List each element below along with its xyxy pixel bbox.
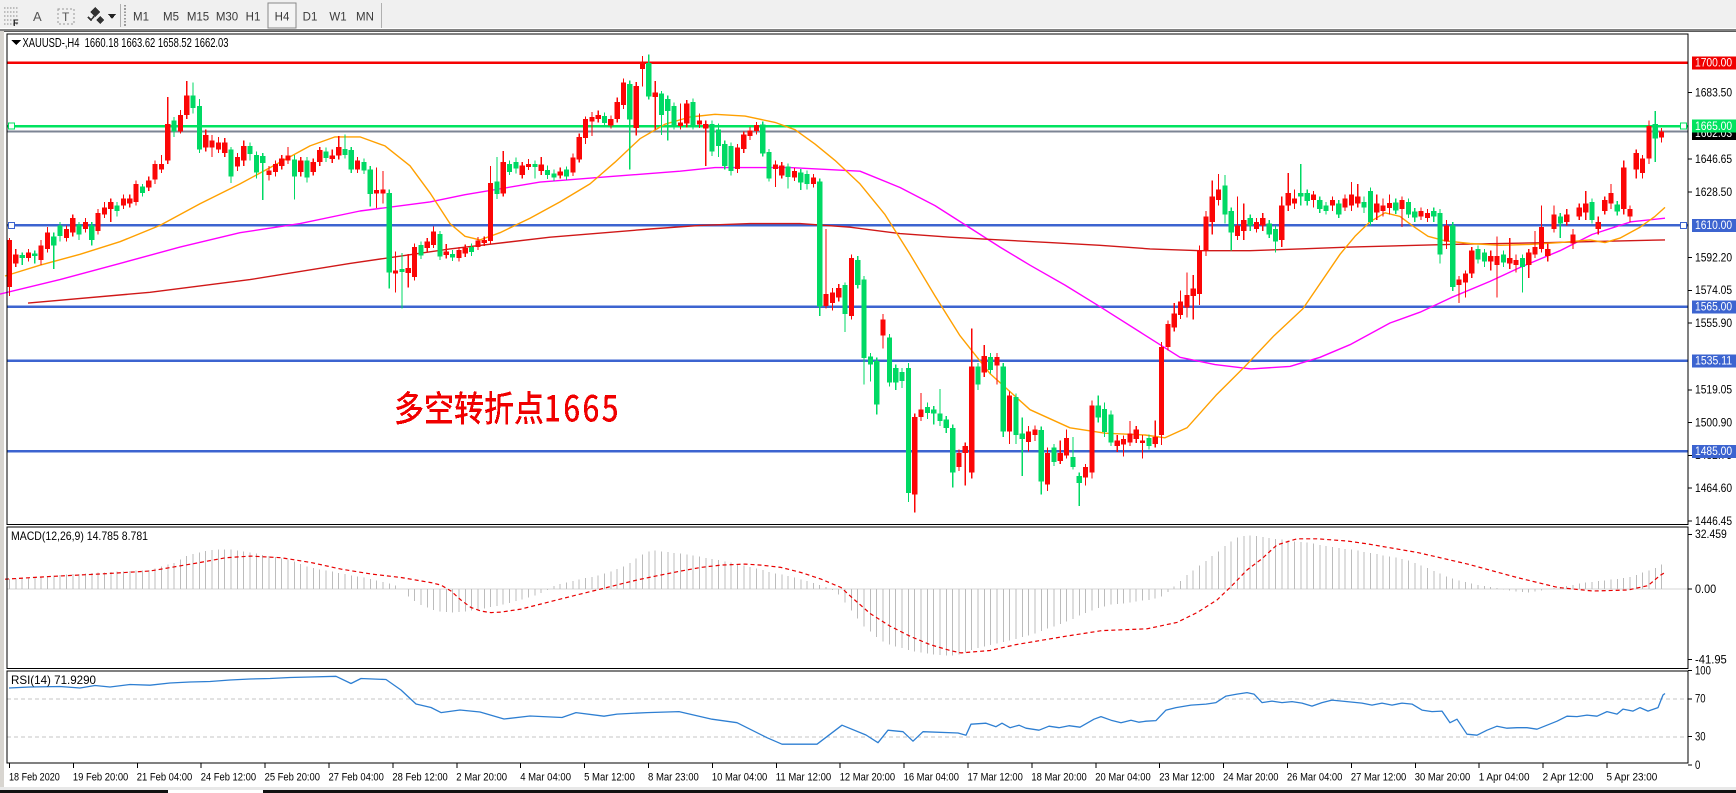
svg-text:T: T: [62, 10, 70, 24]
svg-text:XAUUSD-,H4 1660.18 1663.62 16: XAUUSD-,H4 1660.18 1663.62 1658.52 1662.…: [23, 36, 229, 50]
svg-text:100: 100: [1695, 665, 1711, 677]
svg-text:1535.11: 1535.11: [1695, 356, 1732, 368]
svg-text:M1: M1: [133, 12, 149, 24]
svg-text:1464.60: 1464.60: [1695, 483, 1732, 495]
svg-text:18 Mar 20:00: 18 Mar 20:00: [1031, 772, 1086, 784]
svg-text:23 Mar 12:00: 23 Mar 12:00: [1159, 772, 1214, 784]
svg-text:M5: M5: [163, 12, 179, 24]
svg-text:2 Mar 20:00: 2 Mar 20:00: [456, 772, 507, 784]
svg-text:1700.00: 1700.00: [1695, 58, 1732, 70]
svg-text:0: 0: [1695, 760, 1700, 772]
svg-text:1565.00: 1565.00: [1695, 302, 1732, 314]
svg-text:H1: H1: [246, 12, 261, 24]
svg-text:0.00: 0.00: [1695, 584, 1716, 596]
svg-text:M30: M30: [216, 12, 238, 24]
svg-text:1485.00: 1485.00: [1695, 446, 1732, 458]
svg-text:MACD(12,26,9) 14.785 8.781: MACD(12,26,9) 14.785 8.781: [11, 529, 148, 543]
svg-text:D1: D1: [303, 12, 318, 24]
svg-text:4 Mar 04:00: 4 Mar 04:00: [520, 772, 571, 784]
svg-text:1610.00: 1610.00: [1695, 220, 1732, 232]
svg-text:26 Mar 04:00: 26 Mar 04:00: [1287, 772, 1342, 784]
svg-text:24 Feb 12:00: 24 Feb 12:00: [201, 772, 256, 784]
svg-text:1500.90: 1500.90: [1695, 417, 1732, 429]
svg-text:-41.95: -41.95: [1695, 655, 1727, 667]
svg-text:21 Feb 04:00: 21 Feb 04:00: [137, 772, 192, 784]
svg-text:16 Mar 04:00: 16 Mar 04:00: [904, 772, 959, 784]
svg-text:1555.90: 1555.90: [1695, 318, 1732, 330]
svg-text:20 Mar 04:00: 20 Mar 04:00: [1095, 772, 1150, 784]
svg-text:F: F: [13, 18, 19, 28]
svg-text:5 Apr 23:00: 5 Apr 23:00: [1607, 772, 1658, 784]
svg-text:1446.45: 1446.45: [1695, 516, 1732, 528]
svg-text:W1: W1: [329, 12, 346, 24]
svg-text:28 Feb 12:00: 28 Feb 12:00: [392, 772, 447, 784]
svg-text:27 Feb 04:00: 27 Feb 04:00: [329, 772, 384, 784]
svg-text:24 Mar 20:00: 24 Mar 20:00: [1223, 772, 1278, 784]
svg-text:M15: M15: [187, 12, 209, 24]
svg-text:MN: MN: [356, 12, 374, 24]
svg-text:25 Feb 20:00: 25 Feb 20:00: [265, 772, 320, 784]
svg-text:1 Apr 04:00: 1 Apr 04:00: [1479, 772, 1530, 784]
svg-text:30 Mar 20:00: 30 Mar 20:00: [1415, 772, 1470, 784]
svg-text:1646.65: 1646.65: [1695, 154, 1732, 166]
svg-text:19 Feb 20:00: 19 Feb 20:00: [73, 772, 128, 784]
svg-text:11 Mar 12:00: 11 Mar 12:00: [776, 772, 831, 784]
svg-text:1665.00: 1665.00: [1695, 121, 1732, 133]
svg-text:H4: H4: [275, 12, 290, 24]
svg-text:18 Feb 2020: 18 Feb 2020: [9, 772, 60, 784]
svg-text:1574.05: 1574.05: [1695, 285, 1732, 297]
svg-text:2 Apr 12:00: 2 Apr 12:00: [1543, 772, 1594, 784]
svg-text:32.459: 32.459: [1695, 529, 1727, 541]
svg-text:70: 70: [1695, 694, 1706, 706]
svg-text:1519.05: 1519.05: [1695, 385, 1732, 397]
svg-text:17 Mar 12:00: 17 Mar 12:00: [968, 772, 1023, 784]
svg-text:RSI(14) 71.9290: RSI(14) 71.9290: [11, 673, 96, 687]
svg-text:1628.50: 1628.50: [1695, 187, 1732, 199]
svg-text:12 Mar 20:00: 12 Mar 20:00: [840, 772, 895, 784]
svg-text:8 Mar 23:00: 8 Mar 23:00: [648, 772, 699, 784]
svg-text:1683.50: 1683.50: [1695, 87, 1732, 99]
svg-text:1592.20: 1592.20: [1695, 252, 1732, 264]
svg-text:5 Mar 12:00: 5 Mar 12:00: [584, 772, 635, 784]
svg-text:10 Mar 04:00: 10 Mar 04:00: [712, 772, 767, 784]
svg-text:30: 30: [1695, 732, 1706, 744]
svg-text:27 Mar 12:00: 27 Mar 12:00: [1351, 772, 1406, 784]
svg-text:A: A: [33, 9, 42, 24]
